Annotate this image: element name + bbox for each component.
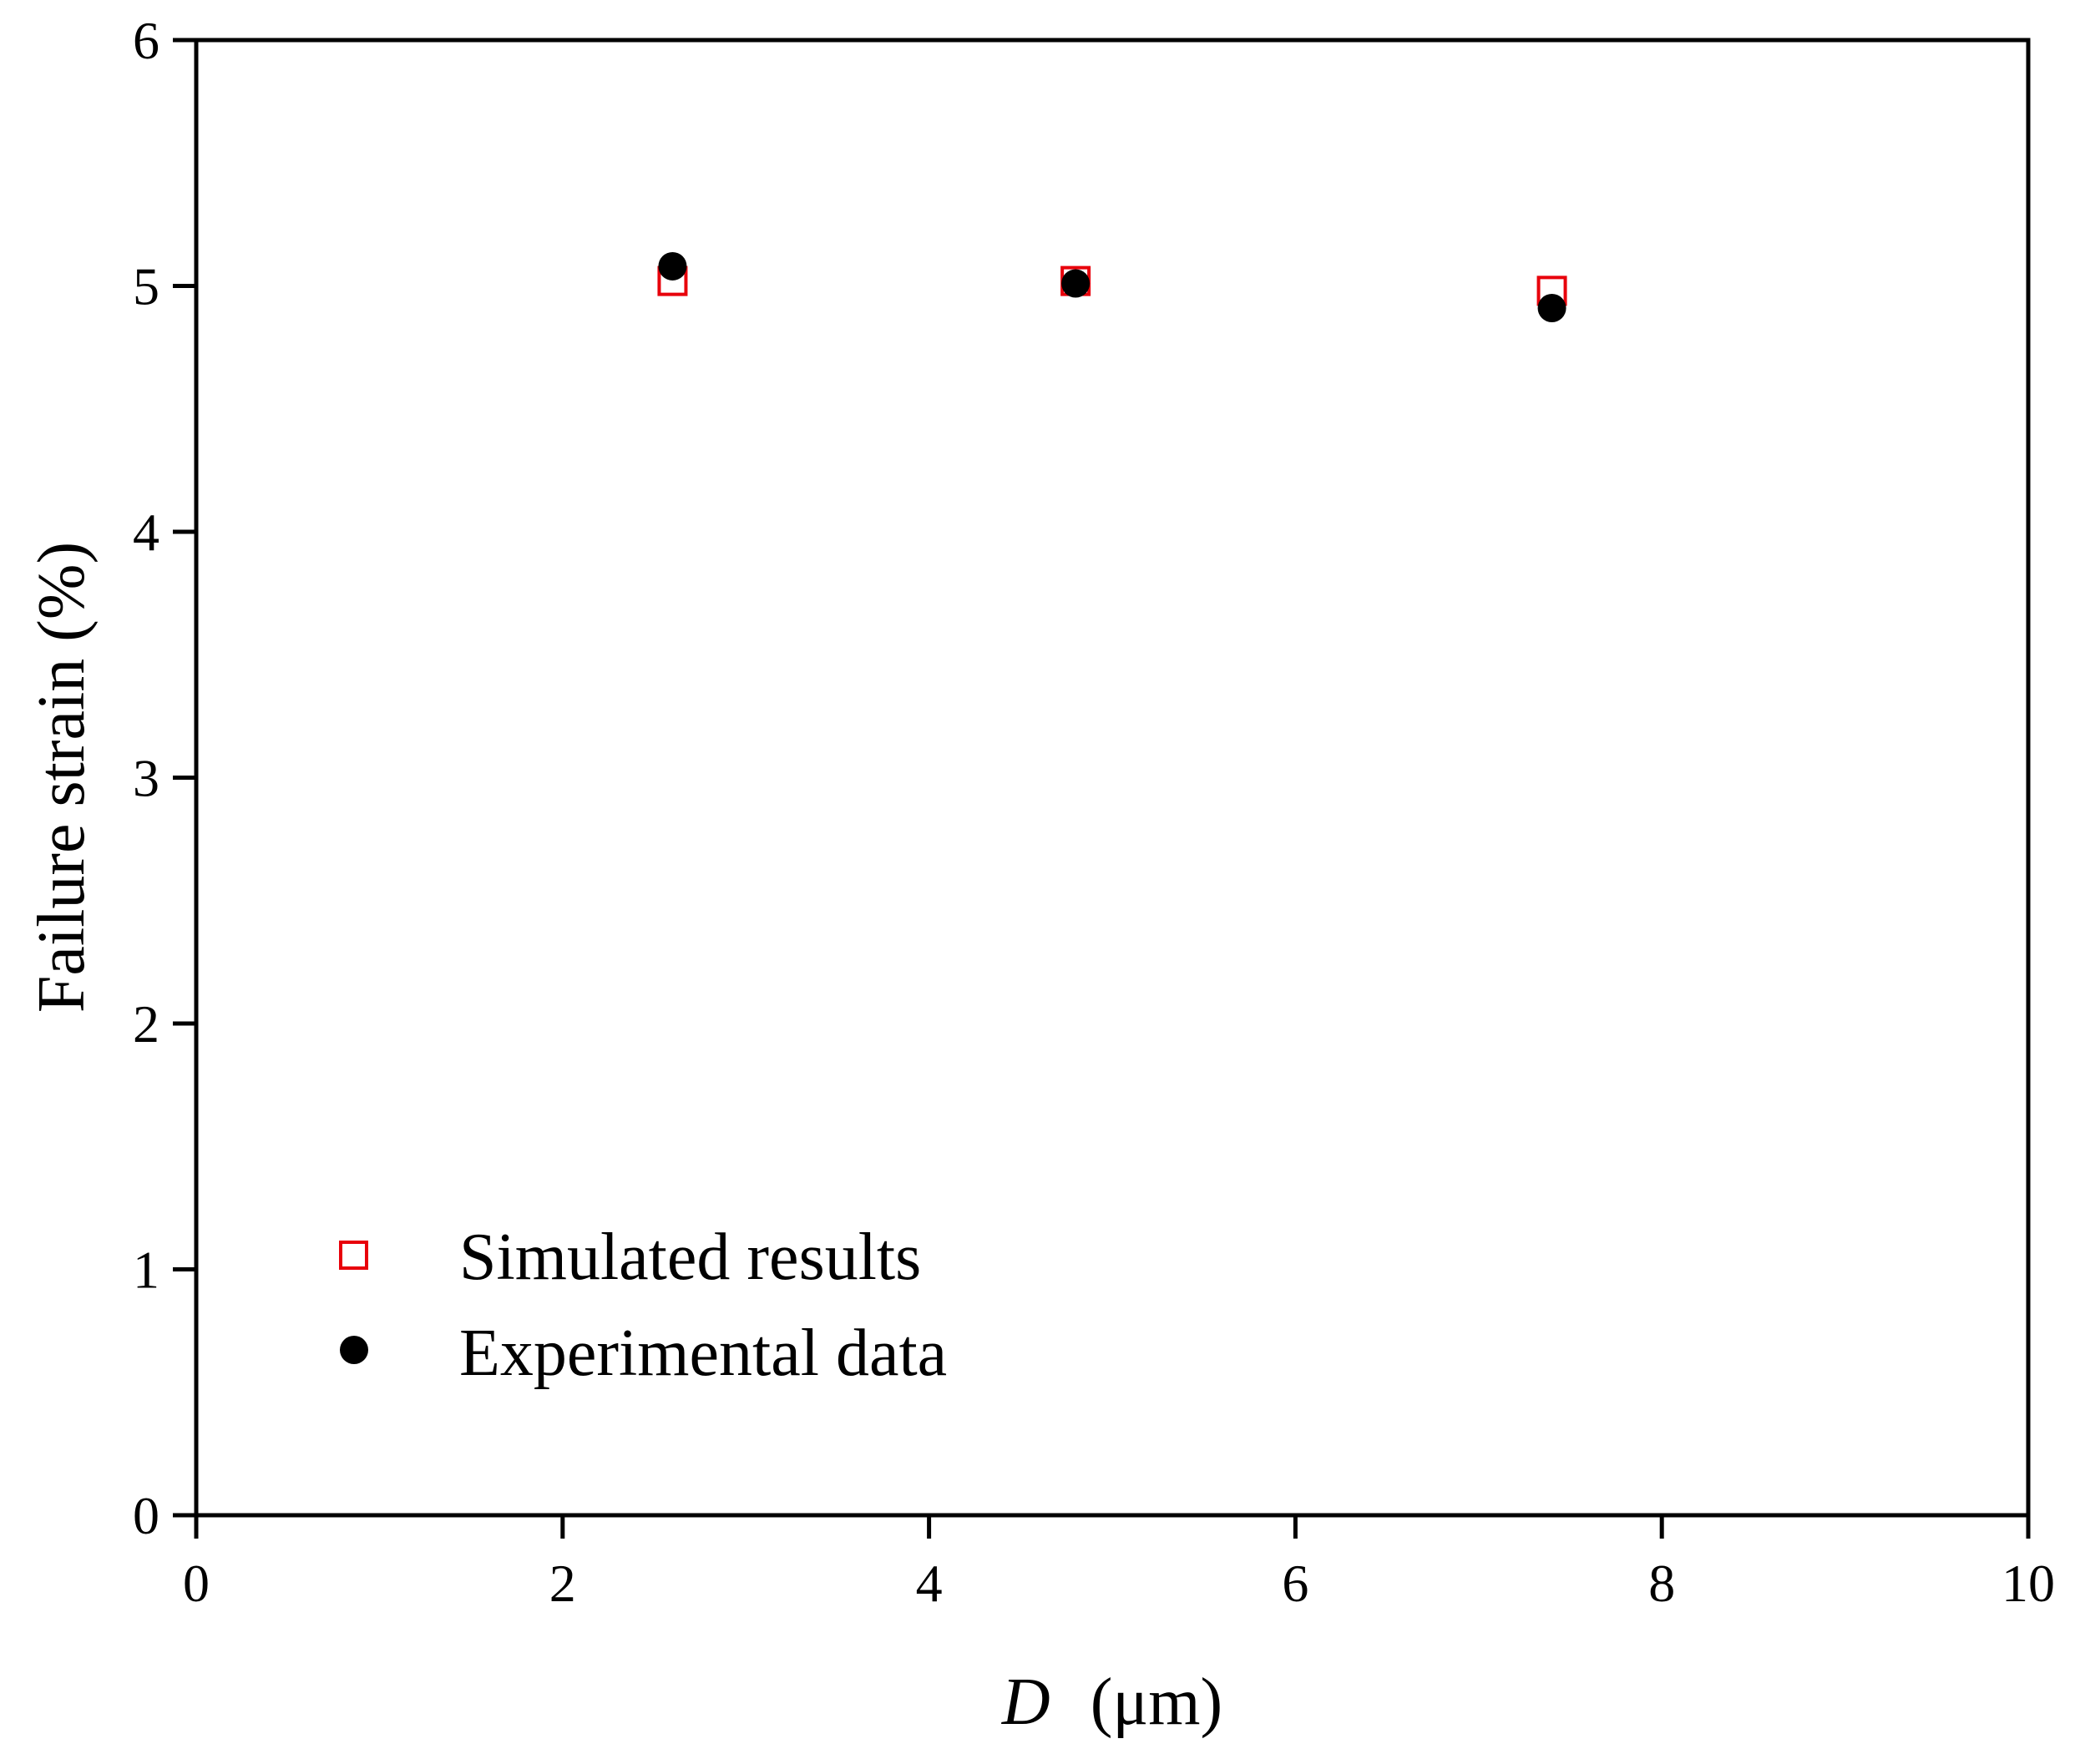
y-tick-label: 4 xyxy=(133,503,159,562)
x-tick-label: 6 xyxy=(1282,1554,1308,1613)
x-tick-label: 8 xyxy=(1648,1554,1675,1613)
y-tick-label: 0 xyxy=(133,1486,159,1545)
x-axis-title-variable: D xyxy=(1001,1665,1050,1739)
x-tick-label: 2 xyxy=(549,1554,576,1613)
x-axis: 0 2 4 6 8 10 xyxy=(183,1515,2055,1613)
experimental-point xyxy=(1061,269,1091,298)
y-axis: 0 1 2 3 4 5 6 xyxy=(133,11,196,1545)
experimental-point xyxy=(1537,294,1566,323)
data-points xyxy=(657,251,1567,323)
legend: Simulated results Experimental data xyxy=(339,1221,947,1390)
y-tick-label: 3 xyxy=(133,749,159,808)
y-axis-title: Failure strain (%) xyxy=(25,542,99,1013)
y-tick-label: 1 xyxy=(133,1241,159,1300)
x-axis-title-unit: (μm) xyxy=(1091,1665,1222,1739)
y-tick-label: 5 xyxy=(133,257,159,316)
x-axis-title: D (μm) xyxy=(1001,1665,1222,1739)
y-tick-label: 2 xyxy=(133,994,159,1054)
x-tick-label: 0 xyxy=(183,1554,210,1613)
legend-label-experimental: Experimental data xyxy=(459,1317,947,1390)
legend-marker-experimental xyxy=(340,1336,368,1364)
legend-marker-simulated xyxy=(339,1241,368,1270)
x-tick-label: 4 xyxy=(916,1554,943,1613)
experimental-point xyxy=(658,251,687,281)
legend-label-simulated: Simulated results xyxy=(459,1221,921,1294)
y-tick-label: 6 xyxy=(133,11,159,70)
x-tick-label: 10 xyxy=(2002,1554,2055,1613)
